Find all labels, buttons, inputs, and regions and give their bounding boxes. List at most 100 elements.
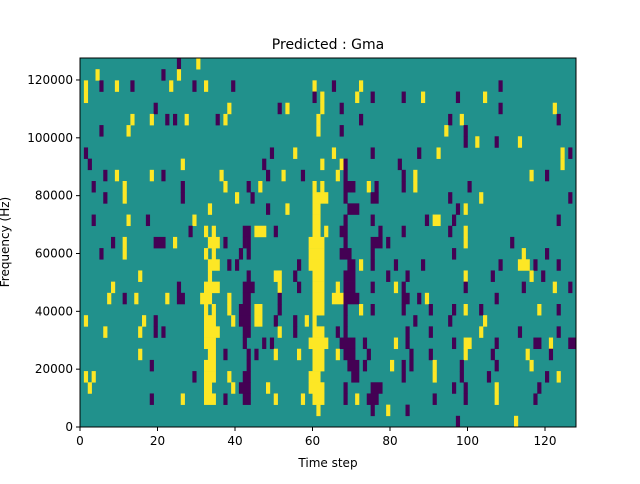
high-value-cell bbox=[293, 147, 298, 159]
low-value-cell bbox=[351, 371, 360, 383]
low-value-cell bbox=[266, 169, 271, 182]
high-value-cell bbox=[277, 281, 282, 294]
low-value-cell bbox=[452, 248, 457, 260]
low-value-cell bbox=[269, 147, 275, 159]
high-value-cell bbox=[312, 203, 321, 215]
high-value-cell bbox=[235, 192, 240, 204]
high-value-cell bbox=[277, 326, 282, 338]
low-value-cell bbox=[401, 359, 406, 372]
low-value-cell bbox=[556, 259, 561, 271]
low-value-cell bbox=[238, 304, 251, 316]
high-value-cell bbox=[324, 225, 329, 238]
low-value-cell bbox=[533, 393, 538, 405]
low-value-cell bbox=[455, 91, 461, 104]
high-value-cell bbox=[196, 58, 201, 70]
low-value-cell bbox=[246, 248, 251, 260]
high-value-cell bbox=[483, 91, 488, 104]
high-value-cell bbox=[285, 102, 290, 115]
low-value-cell bbox=[386, 236, 391, 249]
high-value-cell bbox=[560, 158, 565, 171]
high-value-cell bbox=[335, 169, 340, 182]
high-value-cell bbox=[192, 214, 197, 227]
low-value-cell bbox=[246, 236, 251, 249]
low-value-cell bbox=[91, 214, 96, 227]
low-value-cell bbox=[231, 80, 236, 92]
high-value-cell bbox=[312, 281, 325, 294]
high-value-cell bbox=[463, 203, 468, 215]
low-value-cell bbox=[242, 393, 251, 405]
y-tick-label: 80000 bbox=[35, 189, 73, 203]
high-value-cell bbox=[142, 315, 147, 327]
low-value-cell bbox=[393, 259, 399, 271]
high-value-cell bbox=[529, 359, 534, 372]
high-value-cell bbox=[413, 169, 418, 182]
low-value-cell bbox=[339, 125, 344, 137]
low-value-cell bbox=[548, 348, 554, 361]
high-value-cell bbox=[463, 348, 468, 361]
low-value-cell bbox=[176, 58, 182, 70]
high-value-cell bbox=[390, 359, 395, 372]
y-tick-label: 120000 bbox=[27, 73, 73, 87]
high-value-cell bbox=[83, 371, 89, 383]
high-value-cell bbox=[308, 248, 325, 260]
low-value-cell bbox=[537, 382, 542, 394]
low-value-cell bbox=[556, 326, 561, 338]
low-value-cell bbox=[463, 382, 468, 394]
low-value-cell bbox=[409, 359, 414, 372]
low-value-cell bbox=[533, 259, 538, 271]
low-value-cell bbox=[417, 147, 422, 159]
y-tick-label: 0 bbox=[65, 420, 73, 434]
low-value-cell bbox=[176, 281, 182, 294]
low-value-cell bbox=[242, 281, 255, 294]
low-value-cell bbox=[370, 382, 383, 394]
low-value-cell bbox=[331, 80, 337, 92]
low-value-cell bbox=[432, 393, 437, 405]
low-value-cell bbox=[401, 371, 406, 383]
low-value-cell bbox=[339, 337, 356, 350]
high-value-cell bbox=[204, 382, 213, 394]
low-value-cell bbox=[545, 248, 550, 260]
low-value-cell bbox=[161, 69, 166, 81]
low-value-cell bbox=[347, 359, 360, 372]
high-value-cell bbox=[223, 181, 228, 193]
heatmap-cells bbox=[83, 58, 577, 428]
high-value-cell bbox=[320, 102, 325, 115]
low-value-cell bbox=[293, 315, 298, 327]
high-value-cell bbox=[483, 315, 488, 327]
high-value-cell bbox=[273, 393, 278, 405]
low-value-cell bbox=[467, 181, 472, 193]
high-value-cell bbox=[463, 270, 468, 282]
low-value-cell bbox=[417, 292, 422, 305]
high-value-cell bbox=[316, 404, 321, 417]
high-value-cell bbox=[126, 214, 131, 227]
low-value-cell bbox=[494, 292, 499, 305]
low-value-cell bbox=[149, 393, 154, 405]
high-value-cell bbox=[227, 292, 232, 305]
high-value-cell bbox=[479, 326, 484, 338]
high-value-cell bbox=[204, 225, 209, 238]
high-value-cell bbox=[308, 371, 321, 383]
high-value-cell bbox=[355, 393, 360, 405]
low-value-cell bbox=[300, 169, 306, 182]
low-value-cell bbox=[401, 169, 406, 182]
high-value-cell bbox=[463, 225, 468, 238]
low-value-cell bbox=[374, 181, 379, 193]
y-tick-label: 60000 bbox=[35, 246, 73, 260]
low-value-cell bbox=[188, 225, 193, 238]
low-value-cell bbox=[463, 125, 468, 137]
y-axis-label: Frequency (Hz) bbox=[0, 197, 12, 288]
low-value-cell bbox=[223, 393, 228, 405]
high-value-cell bbox=[254, 304, 263, 316]
low-value-cell bbox=[556, 113, 561, 126]
low-value-cell bbox=[452, 337, 457, 350]
high-value-cell bbox=[134, 292, 139, 305]
low-value-cell bbox=[428, 326, 433, 338]
high-value-cell bbox=[308, 259, 325, 271]
high-value-cell bbox=[521, 248, 526, 260]
x-tick-label: 40 bbox=[227, 434, 242, 448]
high-value-cell bbox=[463, 337, 468, 350]
low-value-cell bbox=[448, 315, 453, 327]
high-value-cell bbox=[254, 315, 263, 327]
low-value-cell bbox=[533, 337, 542, 350]
low-value-cell bbox=[145, 214, 151, 227]
